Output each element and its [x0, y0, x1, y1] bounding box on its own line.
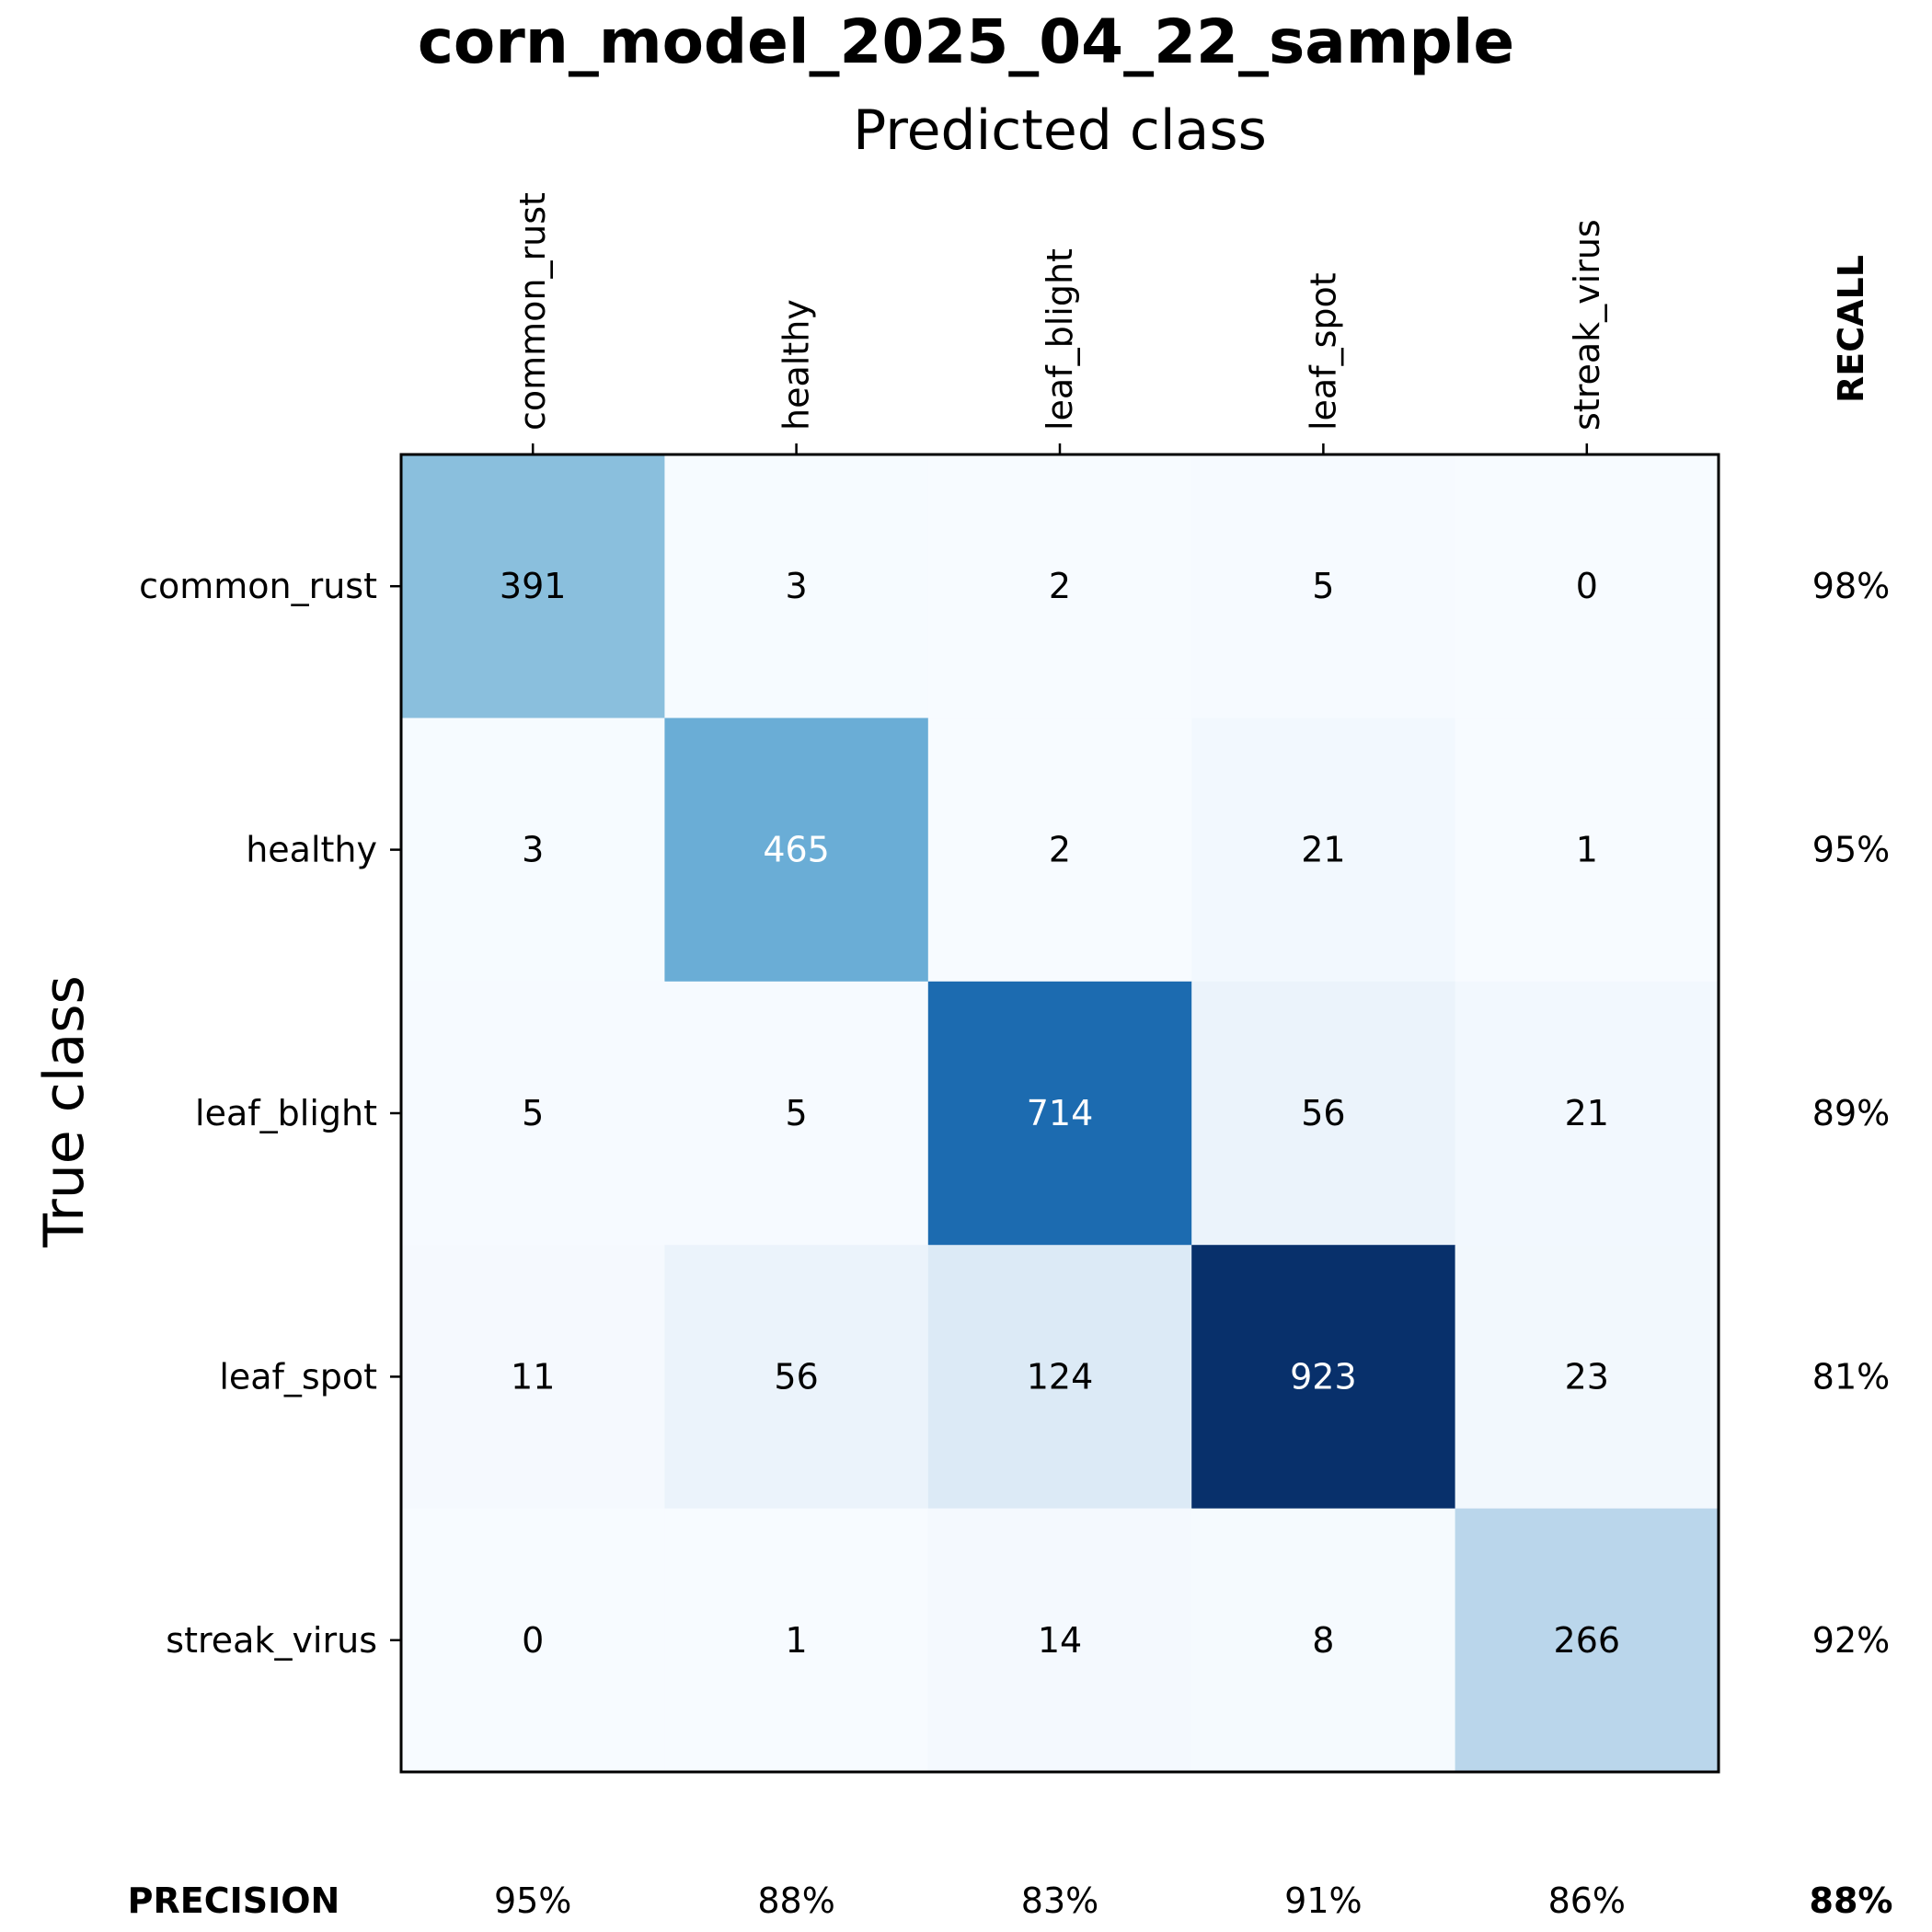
- precision-header: PRECISION: [128, 1880, 340, 1921]
- precision-row: PRECISION 95% 88% 83% 91% 86% 88%: [128, 1880, 1893, 1921]
- heatmap-cell: [664, 1508, 929, 1773]
- recall-value: 95%: [1812, 830, 1890, 870]
- y-tick-label: common_rust: [139, 566, 377, 606]
- precision-value: 91%: [1284, 1880, 1362, 1921]
- cell-value-label: 56: [1301, 1093, 1345, 1133]
- cell-value-label: 5: [786, 1093, 808, 1133]
- precision-value: 88%: [757, 1880, 834, 1921]
- cell-value-label: 465: [763, 830, 830, 870]
- heatmap-cell: [927, 1245, 1192, 1510]
- heatmap-cell: [927, 1508, 1192, 1773]
- y-tick-label: healthy: [246, 830, 377, 870]
- heatmap-cell: [1191, 454, 1456, 719]
- heatmap-cell: [664, 454, 929, 719]
- heatmap-cell: [1455, 454, 1719, 719]
- cell-value-label: 2: [1049, 566, 1071, 606]
- cell-value-label: 266: [1554, 1620, 1621, 1661]
- heatmap-cell: [664, 718, 929, 983]
- heatmap-cell: [1455, 981, 1719, 1246]
- y-axis-title: True class: [32, 975, 97, 1248]
- precision-value: 83%: [1021, 1880, 1098, 1921]
- x-tick-label: leaf_spot: [1303, 272, 1343, 431]
- cell-value-label: 14: [1038, 1620, 1082, 1661]
- cell-value-label: 1: [1576, 830, 1598, 870]
- matrix-frame: [399, 453, 1720, 1774]
- heatmap-cell: [401, 981, 665, 1246]
- cell-value-label: 3: [522, 830, 544, 870]
- cell-value-label: 8: [1312, 1620, 1334, 1661]
- heatmap-cell: [1191, 718, 1456, 983]
- cell-value-label: 23: [1565, 1356, 1609, 1397]
- x-axis-ticks: common_rust healthy leaf_blight leaf_spot st…: [512, 192, 1607, 454]
- recall-value: 92%: [1812, 1620, 1890, 1661]
- heatmap-cell: [1191, 1508, 1456, 1773]
- heatmap-cell: [401, 718, 665, 983]
- cell-value-label: 21: [1565, 1093, 1609, 1133]
- cell-value-label: 5: [1312, 566, 1334, 606]
- cell-value-label: 21: [1301, 830, 1345, 870]
- x-tick-label: common_rust: [512, 192, 553, 431]
- y-tick-label: streak_virus: [166, 1620, 377, 1661]
- heatmap-cell: [1455, 1508, 1719, 1773]
- cell-value-label: 714: [1027, 1093, 1094, 1133]
- heatmap-cell: [664, 1245, 929, 1510]
- heatmap-cell: [927, 454, 1192, 719]
- heatmap-cell: [1191, 1245, 1456, 1510]
- heatmap-cells: [401, 454, 1719, 1773]
- y-tick-label: leaf_spot: [219, 1356, 377, 1397]
- cell-value-label: 3: [786, 566, 808, 606]
- heatmap-cell: [401, 454, 665, 719]
- cell-value-label: 0: [522, 1620, 544, 1661]
- cell-value-label: 124: [1027, 1356, 1094, 1397]
- overall-accuracy-value: 88%: [1810, 1880, 1893, 1921]
- heatmap-cell: [664, 981, 929, 1246]
- cell-value-label: 391: [500, 566, 567, 606]
- cell-value-labels: 391 3 2 5 0 3 465 2 21 1 5 5 714 56 21 11 56 124 923 23 0 1 14…: [500, 566, 1620, 1661]
- cell-value-label: 56: [774, 1356, 818, 1397]
- heatmap-cell: [927, 981, 1192, 1246]
- heatmap-cell: [1455, 1245, 1719, 1510]
- heatmap-cell: [401, 1508, 665, 1773]
- recall-column: RECALL 98% 95% 89% 81% 92%: [1812, 255, 1890, 1661]
- recall-header: RECALL: [1831, 255, 1871, 403]
- recall-value: 81%: [1812, 1356, 1890, 1397]
- cell-value-label: 5: [522, 1093, 544, 1133]
- y-tick-label: leaf_blight: [195, 1093, 377, 1133]
- x-tick-label: healthy: [776, 299, 817, 431]
- cell-value-label: 0: [1576, 566, 1598, 606]
- cell-value-label: 1: [786, 1620, 808, 1661]
- recall-value: 89%: [1812, 1093, 1890, 1133]
- heatmap-cell: [401, 1245, 665, 1510]
- chart-title: corn_model_2025_04_22_sample: [418, 6, 1514, 77]
- x-tick-label: leaf_blight: [1040, 248, 1080, 431]
- recall-value: 98%: [1812, 566, 1890, 606]
- heatmap-cell: [1191, 981, 1456, 1246]
- precision-value: 86%: [1548, 1880, 1626, 1921]
- cell-value-label: 2: [1049, 830, 1071, 870]
- heatmap-cell: [1455, 718, 1719, 983]
- heatmap-cell: [927, 718, 1192, 983]
- cell-value-label: 11: [511, 1356, 555, 1397]
- precision-value: 95%: [494, 1880, 571, 1921]
- x-axis-title: Predicted class: [853, 98, 1267, 163]
- cell-value-label: 923: [1290, 1356, 1357, 1397]
- x-tick-label: streak_virus: [1567, 219, 1607, 431]
